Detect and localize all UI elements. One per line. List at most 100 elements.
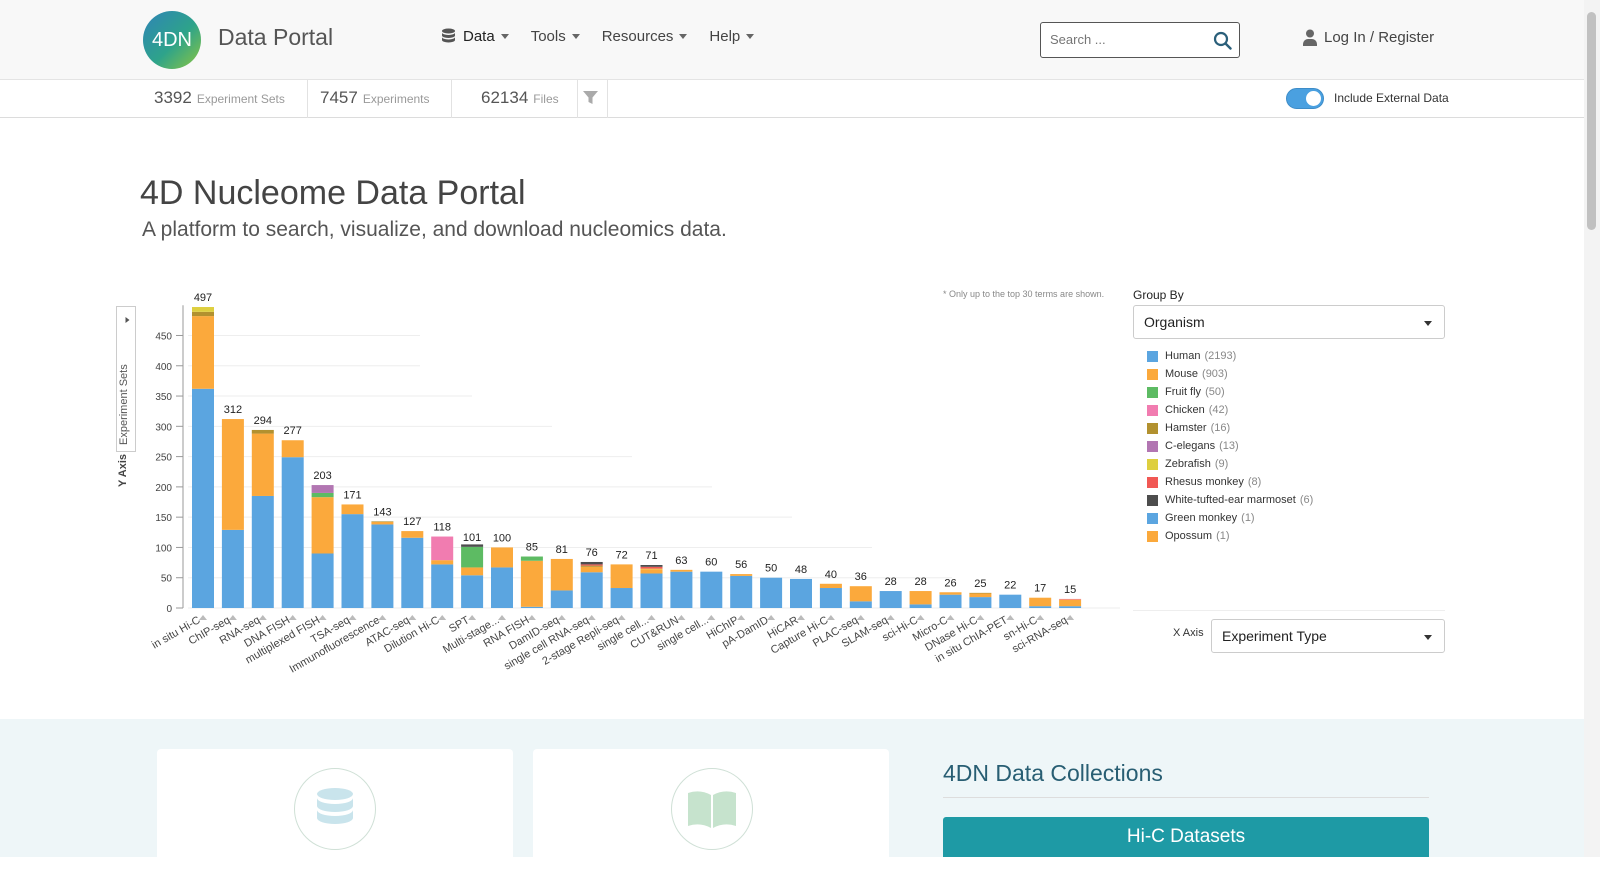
bar-segment (999, 594, 1022, 608)
include-external-toggle[interactable] (1286, 88, 1324, 109)
bar-total-label: 22 (1004, 580, 1016, 592)
filter-icon[interactable] (583, 90, 598, 105)
bar-segment (1059, 598, 1082, 600)
bar-segment (819, 588, 842, 608)
bar-segment (251, 495, 274, 608)
legend-item[interactable]: Fruit fly (50) (1147, 383, 1313, 401)
sort-caret-icon (438, 615, 447, 620)
legend-item[interactable]: Rhesus monkey (8) (1147, 473, 1313, 491)
legend-count: (13) (1219, 440, 1239, 452)
bar-total-label: 312 (224, 404, 242, 416)
bar-segment (461, 575, 484, 608)
legend-item[interactable]: C-elegans (13) (1147, 437, 1313, 455)
legend-swatch (1147, 512, 1158, 524)
legend-count: (1) (1216, 530, 1230, 542)
legend-label: Hamster (1165, 422, 1207, 434)
hic-datasets-button[interactable]: Hi-C Datasets (943, 817, 1429, 857)
bar-total-label: 40 (825, 569, 837, 581)
nav-data-label: Data (463, 28, 495, 45)
logo[interactable]: 4DN (143, 11, 201, 69)
bar-segment (431, 564, 454, 608)
legend-item[interactable]: Opossum (1) (1147, 527, 1313, 545)
group-by-value: Organism (1144, 314, 1205, 330)
bar-total-label: 56 (735, 559, 747, 571)
bar-segment (311, 492, 334, 498)
sort-caret-icon (797, 615, 805, 620)
bar-segment (1029, 597, 1052, 607)
legend-label: Rhesus monkey (1165, 476, 1244, 488)
y-axis-toggle[interactable] (116, 306, 136, 452)
sort-caret-icon (1006, 615, 1015, 620)
y-tick-label: 50 (161, 574, 173, 585)
y-tick-label: 200 (155, 483, 172, 494)
bar-segment (670, 569, 693, 572)
legend-swatch (1147, 494, 1158, 506)
y-tick-label: 400 (155, 362, 172, 373)
bar-segment (311, 497, 334, 554)
scrollbar-thumb[interactable] (1587, 12, 1596, 230)
stat-experiments[interactable]: 7457 Experiments (320, 88, 430, 108)
legend-label: Green monkey (1165, 512, 1238, 524)
legend-item[interactable]: Chicken (42) (1147, 401, 1313, 419)
search-icon[interactable] (1213, 31, 1232, 50)
login-label: Log In / Register (1324, 29, 1435, 46)
bar-total-label: 171 (343, 489, 361, 501)
bar-total-label: 17 (1034, 583, 1046, 595)
sort-caret-icon (1036, 615, 1045, 620)
legend-item[interactable]: Green monkey (1) (1147, 509, 1313, 527)
x-axis-select[interactable]: Experiment Type (1211, 619, 1445, 653)
legend-label: Opossum (1165, 530, 1213, 542)
bar-segment (580, 564, 603, 566)
stat-files[interactable]: 62134 Files (481, 88, 559, 108)
sort-caret-icon (527, 615, 536, 620)
bar-segment (371, 524, 394, 608)
legend-count: (9) (1214, 458, 1229, 470)
legend-swatch (1147, 440, 1158, 452)
site-title[interactable]: Data Portal (218, 24, 334, 50)
search-input[interactable] (1048, 31, 1198, 48)
legend-count: (16) (1210, 422, 1231, 434)
legend-item[interactable]: Hamster (16) (1147, 419, 1313, 437)
legend-swatch (1147, 476, 1158, 488)
user-icon (1303, 29, 1317, 46)
bar-total-label: 50 (765, 563, 777, 575)
nav-resources[interactable]: Resources (602, 28, 688, 45)
stat-experiment-sets[interactable]: 3392 Experiment Sets (154, 88, 285, 108)
bar-total-label: 294 (254, 415, 272, 427)
bar-total-label: 63 (675, 555, 687, 567)
chevron-down-icon (746, 34, 755, 39)
experiment-sets-count: 3392 (154, 88, 192, 107)
bar-segment (431, 560, 454, 565)
login-link[interactable]: Log In / Register (1303, 29, 1434, 46)
group-by-select[interactable]: Organism (1133, 305, 1445, 339)
sort-caret-icon (826, 615, 835, 620)
chevron-down-icon (500, 34, 509, 39)
legend-item[interactable]: Zebrafish (9) (1147, 455, 1313, 473)
bar-total-label: 15 (1064, 584, 1076, 596)
divider (451, 80, 452, 118)
y-tick-label: 300 (155, 422, 172, 433)
sort-caret-icon (498, 615, 506, 620)
nav-tools-label: Tools (530, 28, 566, 45)
nav-help[interactable]: Help (709, 28, 755, 45)
legend-item[interactable]: White-tufted-ear marmoset (6) (1147, 491, 1313, 509)
bar-segment (311, 485, 334, 493)
y-tick-label: 0 (166, 604, 172, 615)
nav-data[interactable]: Data (441, 28, 509, 45)
bar-segment (640, 565, 663, 567)
bar-total-label: 71 (645, 550, 657, 562)
nav-tools[interactable]: Tools (531, 28, 580, 45)
bar-total-label: 28 (914, 576, 926, 588)
legend-item[interactable]: Human (2193) (1147, 347, 1313, 365)
legend-label: Zebrafish (1165, 458, 1211, 470)
divider (307, 80, 308, 118)
x-axis-value: Experiment Type (1222, 628, 1327, 644)
legend: Human (2193) Mouse (903) Fruit fly (50) Chicke… (1147, 347, 1313, 545)
group-by-label: Group By (1133, 288, 1184, 302)
bar-segment (790, 578, 812, 608)
legend-item[interactable]: Mouse (903) (1147, 365, 1313, 383)
bar-total-label: 36 (855, 571, 867, 583)
book-icon (688, 791, 736, 828)
bar-segment (670, 571, 693, 608)
